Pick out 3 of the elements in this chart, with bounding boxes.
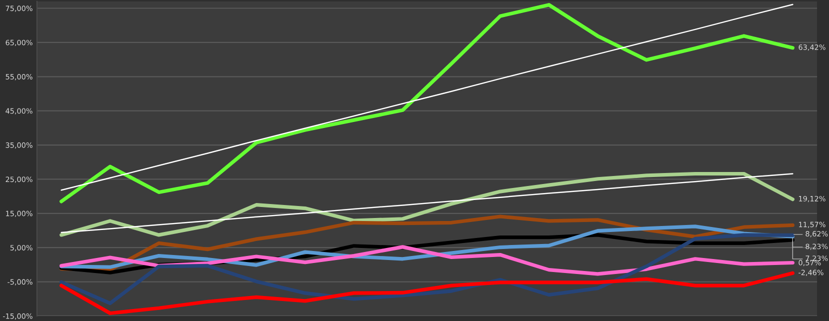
line-series <box>60 245 794 276</box>
line-series <box>60 271 794 316</box>
line-series <box>60 233 794 306</box>
